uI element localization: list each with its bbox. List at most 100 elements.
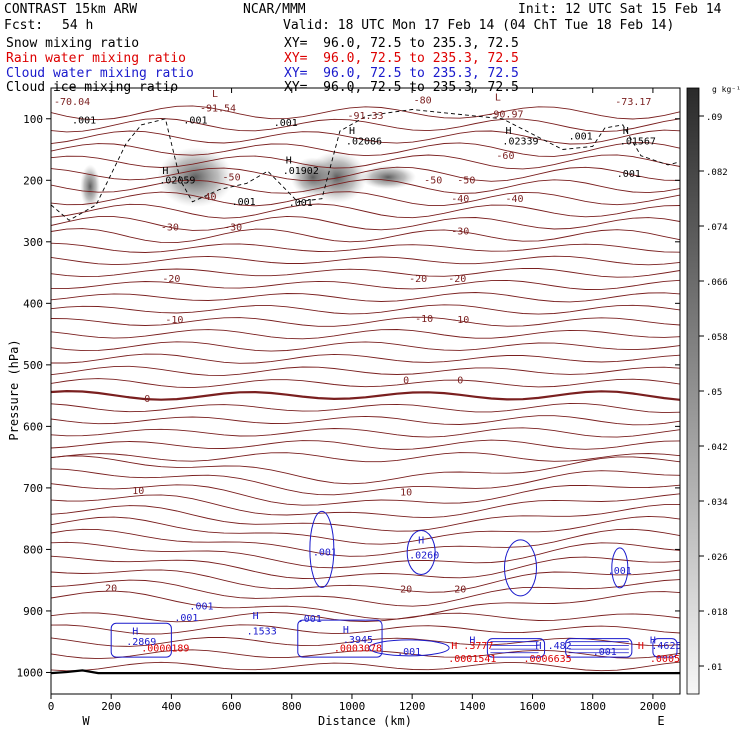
cloud-ice-label: H [286,156,292,167]
cloud-ice-label: .02086 [346,137,382,148]
isotherm-line [51,179,680,194]
rain-label: H [638,641,644,652]
cloud-water-label: .001 [313,548,337,559]
cloud-ice-label: .01567 [620,137,656,148]
colorbar-scale [686,87,700,695]
x-tick-label: 800 [282,700,302,713]
temperature-label: 10 [132,486,144,497]
isotherm-line [51,378,680,389]
y-axis-label: Pressure (hPa) [7,339,21,440]
isotherm-line [51,142,680,157]
rain-label: .3777 [463,641,493,652]
isotherm-line [51,279,680,290]
temperature-label: 10 [400,487,412,498]
isotherm-line [51,154,680,170]
cloud-water-contour [611,547,629,589]
cloud-water-label: .001 [608,566,632,577]
field-xy-rain: XY= 96.0, 72.5 to 235.3, 72.5 [284,51,519,66]
cloud-water-contour [368,639,450,657]
temperature-label: -30 [451,226,469,237]
isotherm-line [51,452,680,463]
cloud-water-label: .1533 [247,626,277,637]
cloud-water-label: .2869 [126,637,156,648]
isotherm-line [51,402,680,414]
model-title: CONTRAST 15km ARW [4,2,138,17]
isotherm-line [51,329,680,340]
isotherm-line [51,365,680,376]
y-tick-label: 300 [23,236,43,249]
isotherm-line [51,515,680,545]
y-tick-label: 100 [23,113,43,126]
y-tick-label: 700 [23,482,43,495]
y-tick-label: 500 [23,359,43,372]
isotherm-line [51,129,680,145]
cloud-water-label: .4625 [651,641,681,652]
cloud-water-label: H [253,611,259,622]
cloud-water-contour [297,619,383,658]
rain-label: .00055 [650,654,686,665]
isotherm-line [51,292,680,303]
colorbar-tick-label: .026 [706,553,728,563]
temperature-label: 20 [454,584,466,595]
isotherm-line [51,579,680,607]
temperature-label: L [495,92,501,103]
field-name-rain: Rain water mixing ratio [6,51,187,66]
snow-label: .001 [232,197,256,208]
temperature-label: -40 [198,192,216,203]
x-tick-label: 400 [161,700,181,713]
plot-area: -70.04 L -91.54 -91.33 -80 L -90.97 -73.17 -50 -5… [51,89,686,675]
colorbar-tick-label: .066 [706,278,728,288]
temperature-label: L [212,89,218,100]
cloud-water-label: .482 [548,641,572,652]
temperature-label: -10 [415,314,433,325]
colorbar-unit: g kg⁻¹ [712,85,740,94]
terrain-line [51,669,680,675]
colorbar-tick-label: .018 [706,608,728,618]
isotherm-line [51,228,680,244]
isotherm-line [51,341,680,352]
temperature-label: -91.33 [347,111,383,122]
y-tick-label: 1000 [17,666,44,679]
temperature-label: -20 [162,274,180,285]
colorbar-tick-label: .042 [706,443,728,453]
temperature-label: -73.17 [615,97,651,108]
temperature-label: 20 [400,584,412,595]
cloud-ice-shading [360,165,417,190]
x-tick-label: 1800 [579,700,606,713]
rain-label: .0003078 [334,644,382,655]
isotherm-line [51,590,680,620]
cloud-water-label: H [650,636,656,647]
temperature-label: -10 [451,315,469,326]
isotherm-line [51,569,680,593]
x-tick-label: 0 [48,700,55,713]
rain-label: .0000189 [141,644,189,655]
isotherm-line [51,661,680,672]
y-tick-label: 200 [23,174,43,187]
snow-label: .001 [274,118,298,129]
x-tick-label: 200 [101,700,121,713]
isotherm-line [51,528,680,557]
isotherm-line [51,493,680,519]
colorbar-tick-label: .082 [706,168,728,178]
x-axis-label: Distance (km) [318,714,412,728]
rain-label: .0001541 [448,654,496,665]
cloud-ice-label: .02339 [502,137,538,148]
valid-time: Valid: 18 UTC Mon 17 Feb 14 (04 ChT Tue … [283,18,675,33]
y-tick-label: 400 [23,297,43,310]
cloud-ice-label: H [162,166,168,177]
cloud-water-label: H [469,636,475,647]
cloud-water-contour [486,638,546,658]
snow-contour [51,109,680,221]
center-title: NCAR/MMM [243,2,306,17]
east-label: E [657,714,664,728]
field-name-cloud-water: Cloud water mixing ratio [6,66,194,81]
x-tick-label: 1000 [339,700,366,713]
temperature-label: -30 [161,223,179,234]
cloud-water-label: .3945 [343,635,373,646]
temperature-label: 20 [105,583,117,594]
temperature-label: -40 [505,194,523,205]
cloud-water-label: .001 [593,647,617,658]
cloud-ice-label: .02059 [159,175,195,186]
temperature-label: -30 [224,223,242,234]
temperature-label: -50 [457,175,475,186]
